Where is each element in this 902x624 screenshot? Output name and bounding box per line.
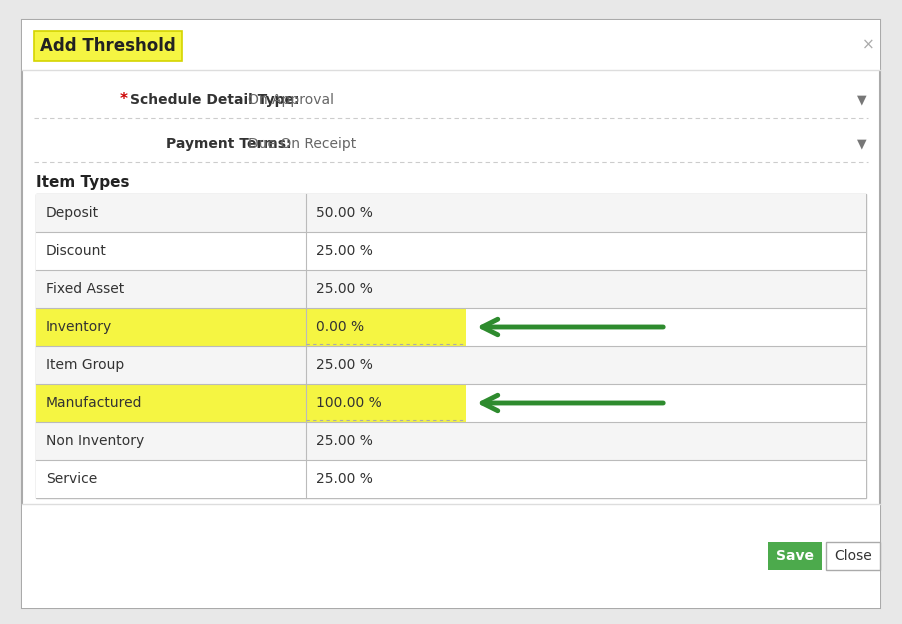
Text: *: *: [120, 92, 133, 107]
Text: Save: Save: [776, 549, 814, 563]
FancyBboxPatch shape: [22, 20, 880, 608]
FancyBboxPatch shape: [306, 308, 466, 346]
FancyBboxPatch shape: [36, 460, 866, 498]
FancyBboxPatch shape: [466, 384, 866, 422]
Text: ▼: ▼: [857, 94, 867, 107]
Text: ▼: ▼: [857, 137, 867, 150]
FancyBboxPatch shape: [36, 346, 866, 384]
FancyBboxPatch shape: [826, 542, 880, 570]
FancyBboxPatch shape: [22, 20, 880, 70]
Text: Fixed Asset: Fixed Asset: [46, 282, 124, 296]
Text: Payment Terms:: Payment Terms:: [166, 137, 291, 151]
Text: Schedule Detail Type:: Schedule Detail Type:: [130, 93, 299, 107]
FancyBboxPatch shape: [36, 384, 306, 422]
FancyBboxPatch shape: [36, 308, 306, 346]
FancyBboxPatch shape: [36, 194, 866, 498]
Text: Item Types: Item Types: [36, 175, 130, 190]
Text: Inventory: Inventory: [46, 320, 112, 334]
Text: Manufactured: Manufactured: [46, 396, 143, 410]
Text: 0.00 %: 0.00 %: [316, 320, 364, 334]
Text: Due On Receipt: Due On Receipt: [248, 137, 356, 151]
Text: 25.00 %: 25.00 %: [316, 282, 373, 296]
Text: 25.00 %: 25.00 %: [316, 434, 373, 448]
Text: On Approval: On Approval: [248, 93, 334, 107]
Text: 100.00 %: 100.00 %: [316, 396, 382, 410]
Text: Add Threshold: Add Threshold: [40, 37, 176, 55]
FancyBboxPatch shape: [768, 542, 822, 570]
FancyBboxPatch shape: [36, 422, 866, 460]
Text: Close: Close: [834, 549, 872, 563]
Text: Deposit: Deposit: [46, 206, 99, 220]
Text: 25.00 %: 25.00 %: [316, 358, 373, 372]
Text: ×: ×: [861, 37, 874, 52]
FancyBboxPatch shape: [306, 384, 466, 422]
FancyBboxPatch shape: [22, 504, 880, 608]
Text: 25.00 %: 25.00 %: [316, 472, 373, 486]
Text: Item Group: Item Group: [46, 358, 124, 372]
FancyBboxPatch shape: [466, 308, 866, 346]
Text: 50.00 %: 50.00 %: [316, 206, 373, 220]
Text: Service: Service: [46, 472, 97, 486]
FancyBboxPatch shape: [34, 31, 182, 61]
FancyBboxPatch shape: [36, 232, 866, 270]
Text: Discount: Discount: [46, 244, 106, 258]
FancyBboxPatch shape: [36, 194, 866, 232]
Text: Non Inventory: Non Inventory: [46, 434, 144, 448]
FancyBboxPatch shape: [36, 270, 866, 308]
Text: 25.00 %: 25.00 %: [316, 244, 373, 258]
